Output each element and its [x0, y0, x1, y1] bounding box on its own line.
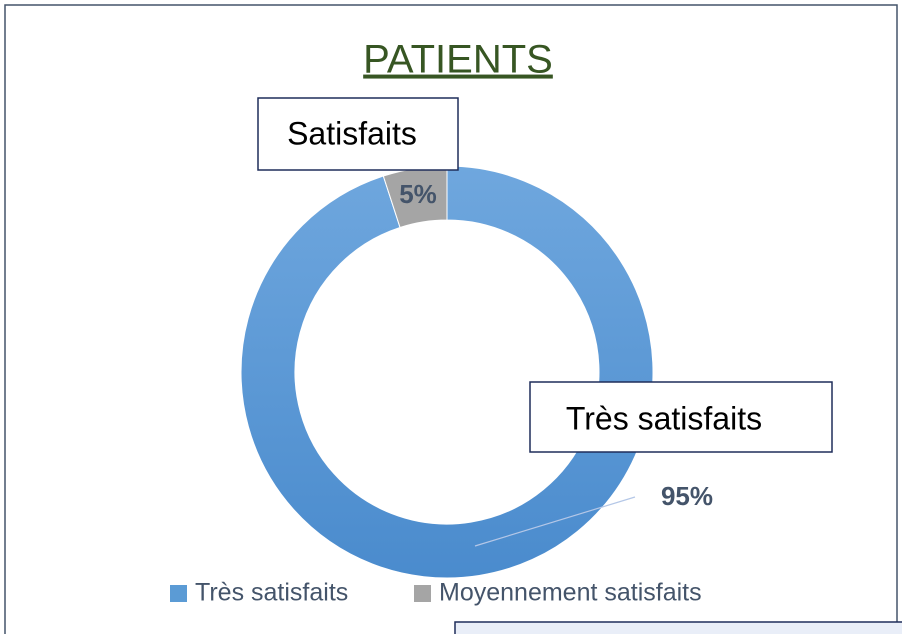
chart-title: PATIENTS — [363, 38, 553, 82]
donut-slice — [382, 165, 448, 229]
legend-label: Très satisfaits — [195, 579, 348, 607]
annotation-box — [529, 381, 833, 453]
annotation: Satisfaits — [287, 115, 417, 151]
data-label: 5% — [399, 179, 437, 209]
legend-swatch — [414, 585, 431, 602]
legend-label: Moyennement satisfaits — [439, 579, 702, 607]
overlay-box — [454, 621, 902, 634]
leader-line — [474, 496, 636, 547]
data-label: 95% — [661, 481, 713, 511]
legend-swatch — [170, 585, 187, 602]
annotation-box — [257, 97, 459, 171]
annotation: Très satisfaits — [566, 400, 762, 436]
